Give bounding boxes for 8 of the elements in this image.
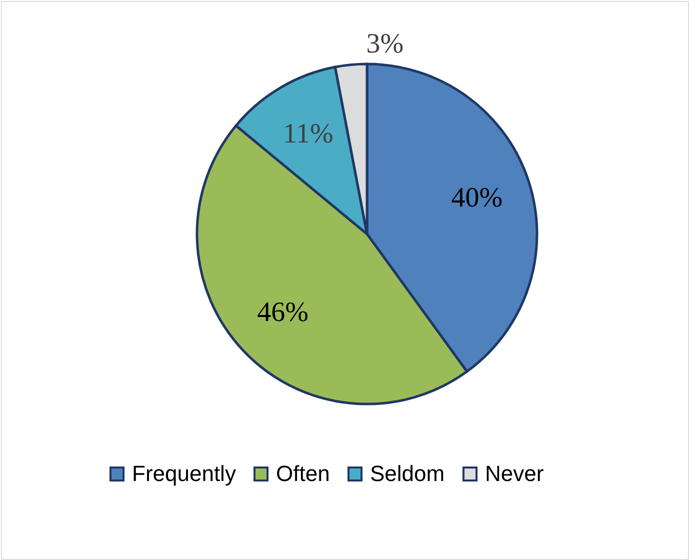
legend-label: Never: [485, 461, 544, 486]
legend-label: Seldom: [370, 461, 445, 486]
data-label: 46%: [257, 297, 308, 328]
legend-label: Frequently: [132, 461, 236, 486]
legend-label: Often: [276, 461, 330, 486]
data-label: 40%: [451, 182, 503, 214]
data-label: 11%: [283, 118, 334, 150]
data-label: 3%: [366, 28, 404, 60]
